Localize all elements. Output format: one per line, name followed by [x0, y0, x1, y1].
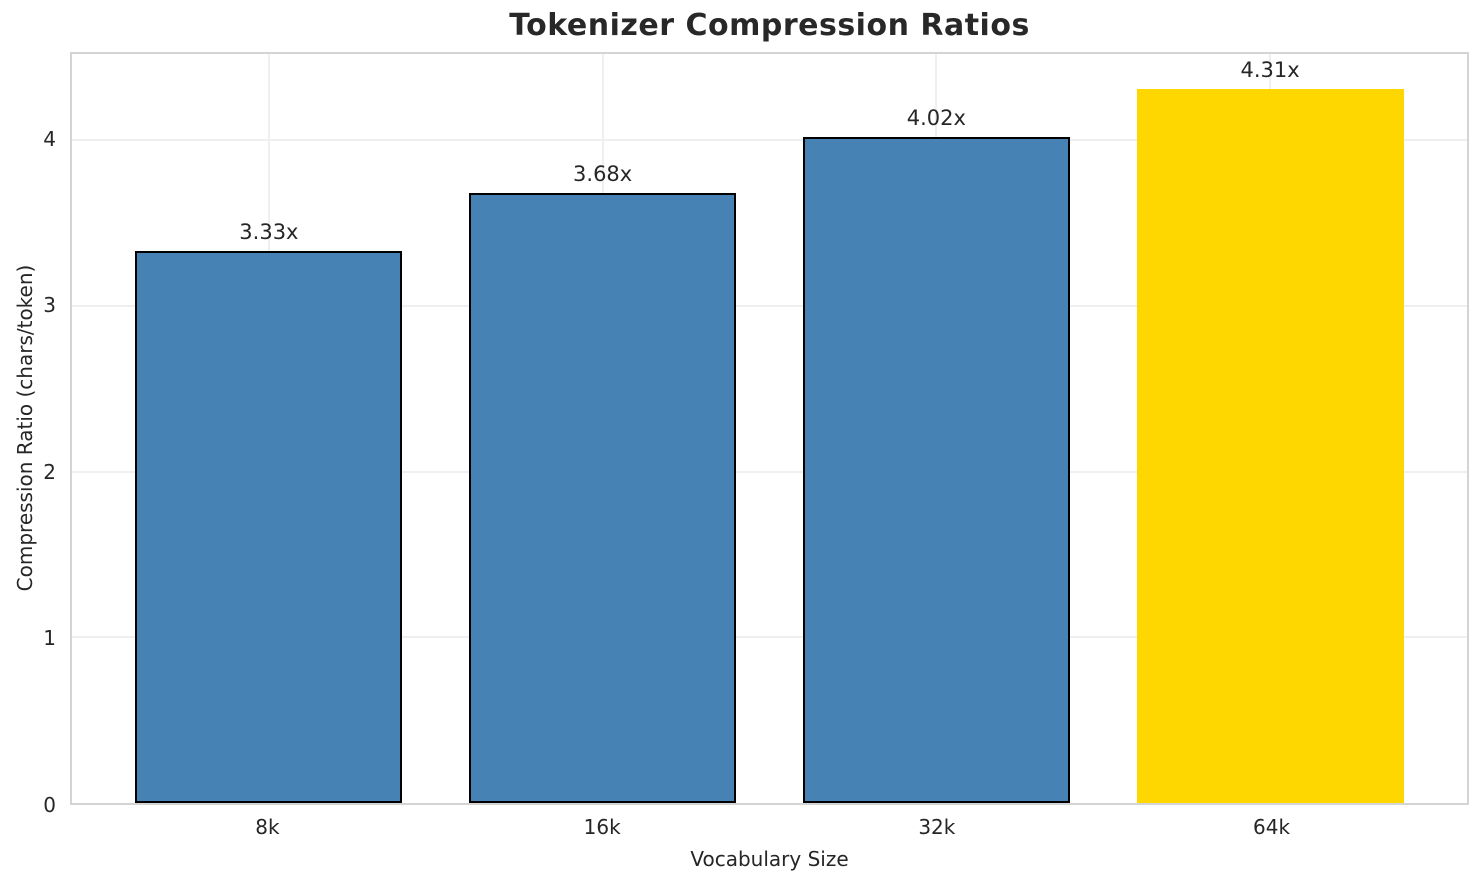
plot-area: 3.33x 3.68x 4.02x 4.31x	[70, 52, 1469, 805]
bar-value-label: 4.02x	[906, 105, 966, 130]
bar-8k	[135, 251, 403, 803]
y-axis-ticks: 0 1 2 3 4	[0, 52, 56, 817]
chart-title: Tokenizer Compression Ratios	[509, 8, 1030, 43]
x-tick-label-32k: 32k	[918, 815, 956, 839]
y-tick-label-1: 1	[43, 626, 56, 651]
x-axis-label: Vocabulary Size	[690, 847, 849, 871]
bar-value-label: 3.68x	[573, 162, 633, 187]
y-tick-label-4: 4	[43, 126, 56, 151]
bar-value-label: 4.31x	[1240, 57, 1300, 82]
gridline-horizontal	[72, 470, 1467, 473]
bar-16k	[469, 193, 737, 803]
bar-64k	[1136, 88, 1404, 803]
x-tick-label-8k: 8k	[255, 815, 280, 839]
y-axis-label: Compression Ratio (chars/token)	[13, 264, 37, 592]
bar-value-label: 3.33x	[239, 220, 299, 245]
gridline-horizontal	[72, 139, 1467, 142]
y-tick-label-3: 3	[43, 293, 56, 318]
x-tick-label-16k: 16k	[583, 815, 621, 839]
gridline-horizontal	[72, 304, 1467, 307]
gridline-horizontal	[72, 636, 1467, 639]
y-tick-label-2: 2	[43, 459, 56, 484]
bar-32k	[802, 136, 1070, 803]
x-tick-label-64k: 64k	[1253, 815, 1291, 839]
y-tick-label-0: 0	[43, 793, 56, 817]
